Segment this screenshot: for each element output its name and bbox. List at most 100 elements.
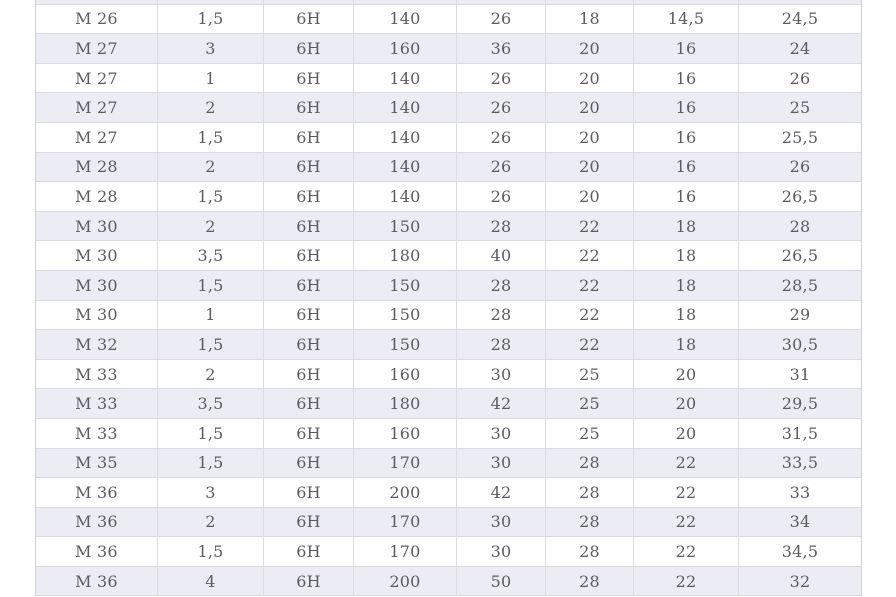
table-row: M 28 1,5 6H 140 26 20 16 26,5 xyxy=(36,182,861,212)
table-row: M 27 3 6H 160 36 20 16 24 xyxy=(36,34,861,64)
table-cell: 20 xyxy=(546,34,634,63)
table-cell: 180 xyxy=(354,241,457,270)
table-cell-pitch: 1,5 xyxy=(158,182,264,211)
table-cell-pitch: 2 xyxy=(158,152,264,182)
table-cell-thread-size: M 36 xyxy=(36,537,158,566)
table-cell: 28 xyxy=(546,566,634,596)
table-cell: 18 xyxy=(634,300,739,330)
table-cell-thread-size: M 26 xyxy=(36,4,158,34)
table-cell-tolerance: 6H xyxy=(264,63,354,93)
table-cell: 28,5 xyxy=(781,275,819,295)
table-cell: 20 xyxy=(546,182,634,211)
table-cell-pitch: 3 xyxy=(158,478,264,507)
table-cell: 140 xyxy=(354,152,457,182)
table-cell: 30 xyxy=(457,418,546,448)
table-cell: 28 xyxy=(457,270,546,300)
table-cell: 200 xyxy=(354,478,457,507)
table-cell: 16 xyxy=(634,93,739,122)
table-row: M 36 2 6H 170 30 28 22 34 xyxy=(36,507,861,538)
table-cell: 26,5 xyxy=(781,246,819,266)
table-cell: 25 xyxy=(546,418,634,448)
table-cell-tolerance: 6H xyxy=(264,211,354,241)
table-cell: 26,5 xyxy=(781,186,819,206)
table-cell: 170 xyxy=(354,448,457,478)
table-cell: 24 xyxy=(789,38,811,58)
table-cell: 28 xyxy=(457,300,546,330)
table-cell: 29 xyxy=(789,305,811,325)
table-cell: 18 xyxy=(546,4,634,34)
table-cell-tolerance xyxy=(264,0,354,4)
table-row: M 35 1,5 6H 170 30 28 22 33,5 xyxy=(36,448,861,479)
table-cell: 150 xyxy=(354,330,457,359)
table-cell: 20 xyxy=(634,418,739,448)
table-cell-tolerance: 6H xyxy=(264,537,354,566)
table-cell: 150 xyxy=(354,211,457,241)
table-cell-thread-size: M 33 xyxy=(36,389,158,418)
thread-spec-table: M 26 1,5 6H 140 26 18 14,5 24,5 M 27 3 6… xyxy=(35,0,862,597)
table-cell: 22 xyxy=(546,330,634,359)
table-cell-pitch: 1 xyxy=(158,63,264,93)
table-cell: 31 xyxy=(789,364,811,384)
table-cell-tolerance: 6H xyxy=(264,152,354,182)
table-cell: 20 xyxy=(546,93,634,122)
table-cell-tolerance: 6H xyxy=(264,241,354,270)
table-cell-pitch: 1,5 xyxy=(158,418,264,448)
table-cell: 50 xyxy=(457,566,546,596)
table-cell-tolerance: 6H xyxy=(264,34,354,63)
table-cell-tolerance: 6H xyxy=(264,418,354,448)
table-cell: 150 xyxy=(354,270,457,300)
table-cell: 18 xyxy=(634,270,739,300)
table-cell: 28 xyxy=(789,216,811,236)
table-cell-tolerance: 6H xyxy=(264,300,354,330)
table-cell: 33,5 xyxy=(781,453,819,473)
table-cell: 170 xyxy=(354,507,457,537)
table-cell: 160 xyxy=(354,359,457,389)
table-cell-tolerance: 6H xyxy=(264,182,354,211)
table-cell: 200 xyxy=(354,566,457,596)
table-row: M 27 2 6H 140 26 20 16 25 xyxy=(36,93,861,123)
table-cell-tolerance: 6H xyxy=(264,4,354,34)
table-cell-thread-size: M 28 xyxy=(36,152,158,182)
table-row: M 30 1 6H 150 28 22 18 29 xyxy=(36,300,861,331)
table-row: M 33 3,5 6H 180 42 25 20 29,5 xyxy=(36,389,861,419)
table-cell-thread-size: M 33 xyxy=(36,359,158,389)
table-cell-pitch: 1 xyxy=(158,300,264,330)
table-cell: 140 xyxy=(354,122,457,152)
table-cell: 25 xyxy=(546,359,634,389)
table-cell: 28 xyxy=(546,537,634,566)
table-cell: 28 xyxy=(457,211,546,241)
table-cell: 22 xyxy=(634,566,739,596)
table-cell-thread-size: M 30 xyxy=(36,300,158,330)
table-row: M 28 2 6H 140 26 20 16 26 xyxy=(36,152,861,183)
table-row: M 27 1 6H 140 26 20 16 26 xyxy=(36,63,861,94)
table-cell-tolerance: 6H xyxy=(264,122,354,152)
table-cell-thread-size: M 36 xyxy=(36,507,158,537)
table-row: M 33 2 6H 160 30 25 20 31 xyxy=(36,359,861,390)
table-cell: 30,5 xyxy=(781,334,819,354)
table-row: M 30 1,5 6H 150 28 22 18 28,5 xyxy=(36,270,861,301)
table-cell-pitch: 2 xyxy=(158,93,264,122)
table-row: M 32 1,5 6H 150 28 22 18 30,5 xyxy=(36,330,861,360)
table-cell: 34 xyxy=(789,512,811,532)
table-cell-tolerance: 6H xyxy=(264,359,354,389)
table-cell-thread-size: M 28 xyxy=(36,182,158,211)
table-cell-pitch: 2 xyxy=(158,211,264,241)
table-cell xyxy=(546,0,634,4)
table-cell-pitch: 1,5 xyxy=(158,4,264,34)
table-cell: 36 xyxy=(457,34,546,63)
table-cell-tolerance: 6H xyxy=(264,478,354,507)
table-cell: 150 xyxy=(354,300,457,330)
table-cell: 31,5 xyxy=(781,423,819,443)
table-cell: 40 xyxy=(457,241,546,270)
table-cell: 16 xyxy=(634,122,739,152)
table-cell-thread-size: M 36 xyxy=(36,566,158,596)
table-cell-thread-size: M 27 xyxy=(36,122,158,152)
table-cell-tolerance: 6H xyxy=(264,448,354,478)
table-cell: 140 xyxy=(354,4,457,34)
table-cell: 26 xyxy=(457,4,546,34)
table-cell-tolerance: 6H xyxy=(264,507,354,537)
table-cell-pitch: 1,5 xyxy=(158,448,264,478)
table-cell: 22 xyxy=(634,537,739,566)
table-cell: 42 xyxy=(457,389,546,418)
